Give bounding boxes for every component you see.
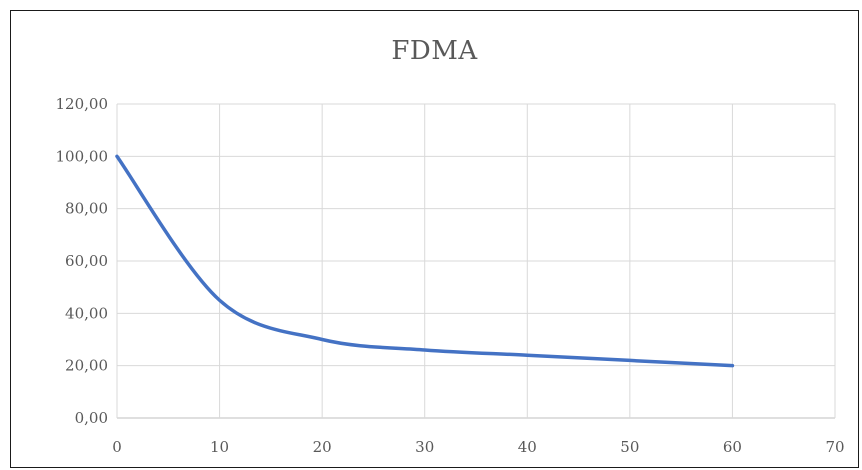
y-tick-label: 60,00 xyxy=(65,252,108,270)
x-tick-label: 40 xyxy=(518,438,537,456)
y-tick-label: 100,00 xyxy=(56,147,109,165)
y-tick-label: 40,00 xyxy=(65,304,108,322)
x-tick-label: 70 xyxy=(825,438,844,456)
x-tick-label: 60 xyxy=(723,438,742,456)
y-tick-label: 20,00 xyxy=(65,357,108,375)
y-tick-label: 120,00 xyxy=(56,95,109,113)
x-tick-label: 10 xyxy=(210,438,229,456)
y-tick-label: 0,00 xyxy=(75,409,108,427)
y-tick-label: 80,00 xyxy=(65,200,108,218)
x-tick-label: 50 xyxy=(620,438,639,456)
chart-area xyxy=(10,10,859,468)
chart-title: FDMA xyxy=(391,36,478,66)
tick-layer: 0,00 20,00 40,00 60,00 80,00 100,00 120,00 0 10 2… xyxy=(56,95,845,456)
grid-layer xyxy=(116,103,836,419)
x-tick-label: 20 xyxy=(313,438,332,456)
x-tick-label: 30 xyxy=(415,438,434,456)
series-line xyxy=(115,154,735,368)
series-layer xyxy=(115,154,735,368)
x-tick-label: 0 xyxy=(112,438,122,456)
